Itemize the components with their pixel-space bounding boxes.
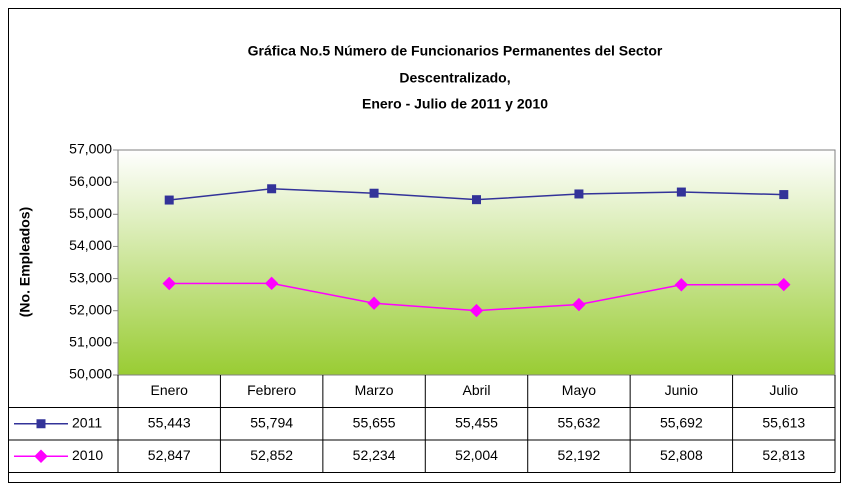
table-value: 55,443 <box>148 414 191 430</box>
x-tick-label: Enero <box>151 382 189 398</box>
x-tick-label: Junio <box>665 382 699 398</box>
legend-marker <box>34 449 48 463</box>
data-point <box>779 190 789 200</box>
x-tick-label: Julio <box>769 382 798 398</box>
table-value: 52,192 <box>558 447 601 463</box>
data-point <box>676 187 686 197</box>
x-tick-label: Abril <box>462 382 490 398</box>
data-point <box>574 189 584 199</box>
y-tick-label: 56,000 <box>69 173 112 189</box>
table-value: 52,004 <box>455 447 498 463</box>
data-point <box>572 297 586 312</box>
table-value: 55,794 <box>250 414 293 430</box>
x-tick-label: Mayo <box>562 382 596 398</box>
table-value: 55,692 <box>660 414 703 430</box>
table-value: 55,655 <box>353 414 396 430</box>
y-axis-label: (No. Empleados) <box>17 207 33 317</box>
data-point <box>777 277 791 292</box>
table-value: 55,632 <box>558 414 601 430</box>
data-point <box>472 195 481 205</box>
data-point <box>267 184 277 194</box>
y-tick-label: 52,000 <box>69 301 112 317</box>
chart-title: Gráfica No.5 Número de Funcionarios Perm… <box>248 43 663 59</box>
data-point <box>469 303 484 318</box>
table-value: 52,847 <box>148 447 191 463</box>
table-value: 52,813 <box>762 447 805 463</box>
y-tick-label: 55,000 <box>69 205 112 221</box>
data-point <box>674 278 689 292</box>
y-tick-label: 50,000 <box>69 366 112 382</box>
legend-label: 2010 <box>72 447 103 463</box>
table-value: 52,234 <box>353 447 396 463</box>
data-point <box>369 188 379 198</box>
table-value: 52,808 <box>660 447 703 463</box>
x-tick-label: Marzo <box>355 382 394 398</box>
chart-title: Descentralizado, <box>399 70 510 86</box>
chart-title: Enero - Julio de 2011 y 2010 <box>362 96 548 112</box>
data-point <box>367 296 381 310</box>
table-value: 55,455 <box>455 414 498 430</box>
data-point <box>162 276 176 291</box>
plot-area <box>117 149 836 376</box>
y-tick-label: 53,000 <box>69 269 112 285</box>
legend-marker <box>36 419 46 429</box>
table-value: 52,852 <box>250 447 293 463</box>
y-tick-label: 51,000 <box>69 334 112 350</box>
data-point <box>164 195 174 205</box>
y-tick-label: 57,000 <box>69 141 112 157</box>
data-point <box>264 276 279 291</box>
legend-label: 2011 <box>72 414 102 430</box>
x-tick-label: Febrero <box>247 382 296 398</box>
table-value: 55,613 <box>762 414 805 430</box>
y-tick-label: 54,000 <box>69 237 112 253</box>
